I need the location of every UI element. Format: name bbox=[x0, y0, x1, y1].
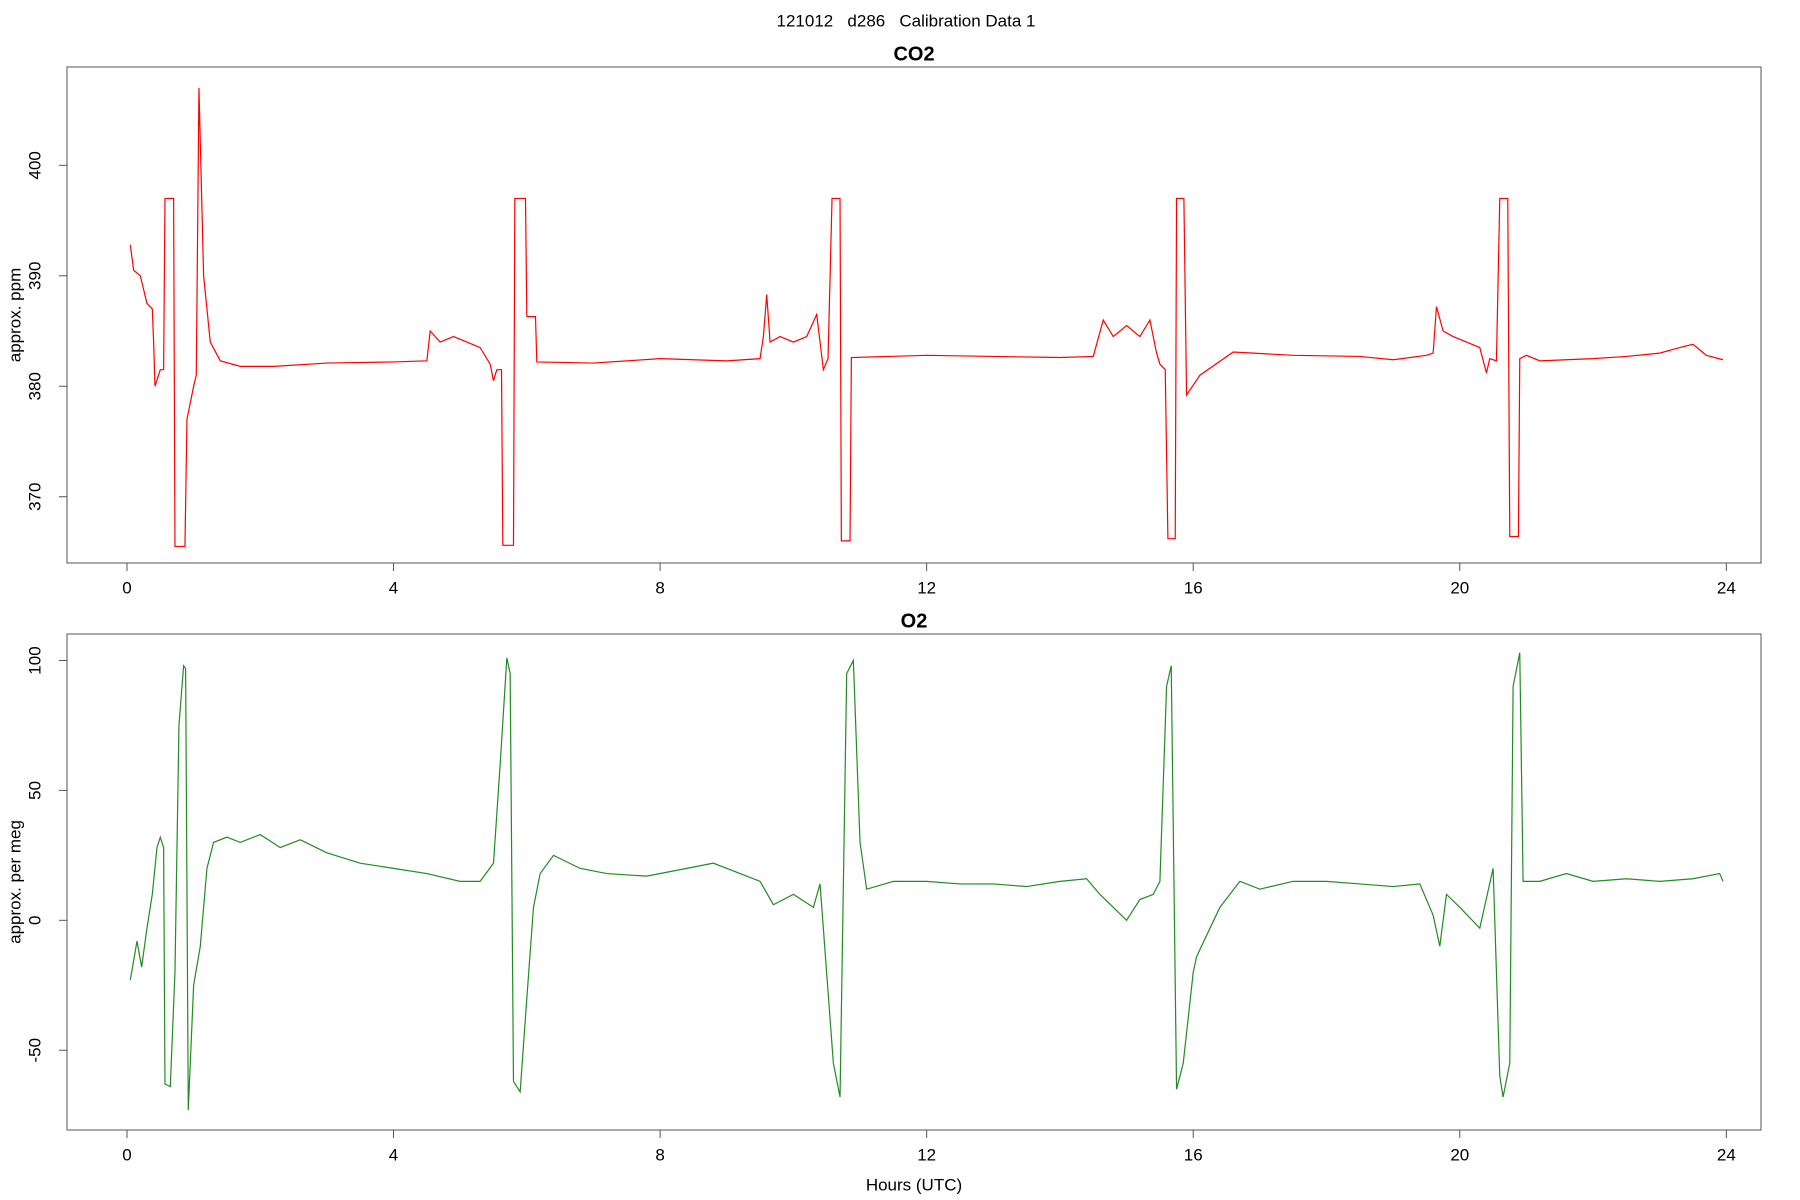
x-tick-label: 24 bbox=[1717, 1145, 1736, 1164]
page-title: 121012 d286 Calibration Data 1 bbox=[777, 11, 1036, 30]
y-axis-label: approx. per meg bbox=[5, 820, 24, 944]
panel-title: CO2 bbox=[893, 43, 934, 65]
x-tick-label: 16 bbox=[1184, 578, 1203, 597]
x-tick-label: 16 bbox=[1184, 1145, 1203, 1164]
x-tick-label: 0 bbox=[122, 578, 131, 597]
x-tick-label: 12 bbox=[917, 578, 936, 597]
y-tick-label: 380 bbox=[25, 372, 44, 400]
plot-frame bbox=[66, 633, 1762, 1131]
x-tick-label: 8 bbox=[655, 1145, 664, 1164]
x-tick-label: 12 bbox=[917, 1145, 936, 1164]
y-tick-label: 370 bbox=[25, 483, 44, 511]
y-tick-label: 50 bbox=[25, 781, 44, 800]
x-tick-label: 0 bbox=[122, 1145, 131, 1164]
x-tick-label: 20 bbox=[1450, 1145, 1469, 1164]
y-tick-label: 390 bbox=[25, 262, 44, 290]
data-line bbox=[129, 87, 1724, 548]
x-axis-label: Hours (UTC) bbox=[866, 1175, 962, 1194]
x-tick-label: 4 bbox=[389, 578, 398, 597]
x-tick-label: 20 bbox=[1450, 578, 1469, 597]
data-line bbox=[129, 652, 1724, 1111]
y-tick-label: -50 bbox=[25, 1038, 44, 1063]
plot-frame bbox=[66, 66, 1762, 564]
y-axis-label: approx. ppm bbox=[5, 268, 24, 363]
panel-title: O2 bbox=[901, 610, 928, 632]
x-tick-label: 8 bbox=[655, 578, 664, 597]
x-tick-label: 4 bbox=[389, 1145, 398, 1164]
y-tick-label: 0 bbox=[25, 916, 44, 925]
y-tick-label: 100 bbox=[25, 646, 44, 674]
y-tick-label: 400 bbox=[25, 151, 44, 179]
x-tick-label: 24 bbox=[1717, 578, 1736, 597]
